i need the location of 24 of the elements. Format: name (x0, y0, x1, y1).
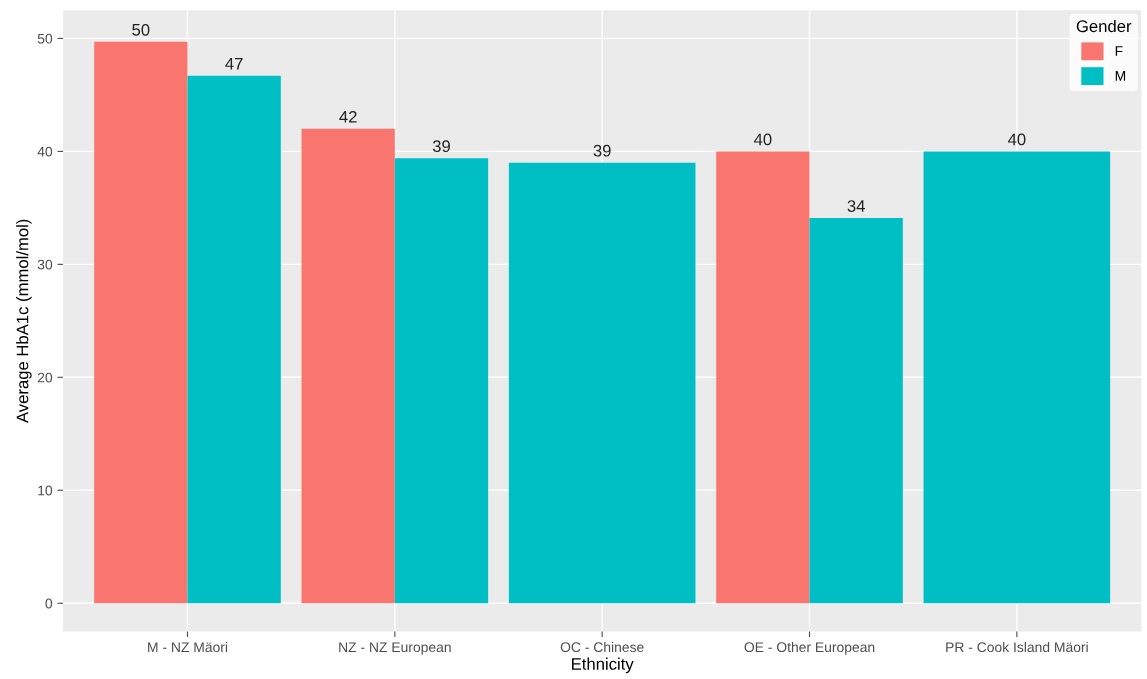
y-tick-label: 10 (38, 485, 53, 496)
data-label: 39 (593, 144, 611, 157)
x-tick-label: NZ - NZ European (339, 642, 451, 655)
x-tick-label: OC - Chinese (560, 641, 644, 653)
data-label: 47 (225, 58, 243, 70)
data-label: 39 (432, 140, 450, 153)
x-tick-label: PR - Cook Island Mäori (946, 641, 1088, 653)
x-axis-title: Ethnicity (572, 657, 634, 674)
data-label: 40 (1007, 133, 1026, 146)
legend-title: Gender (1076, 19, 1132, 33)
x-tick-label: M - NZ Mäori (148, 641, 228, 653)
y-axis-title: Average HbA1c (mmol/mol) (16, 219, 32, 423)
y-tick-label: 40 (37, 146, 53, 157)
y-tick-label: 20 (37, 372, 53, 383)
data-label: 40 (753, 133, 772, 146)
x-tick-label: OE - Other European (744, 641, 875, 655)
data-label: 42 (339, 110, 357, 123)
legend-label: F (1115, 46, 1123, 56)
data-label: 50 (132, 23, 150, 36)
legend-label: M (1115, 71, 1126, 81)
data-label: 34 (847, 200, 865, 212)
y-tick-label: 50 (37, 33, 53, 44)
y-tick-label: 30 (37, 259, 53, 270)
y-tick-label: 0 (45, 598, 53, 609)
